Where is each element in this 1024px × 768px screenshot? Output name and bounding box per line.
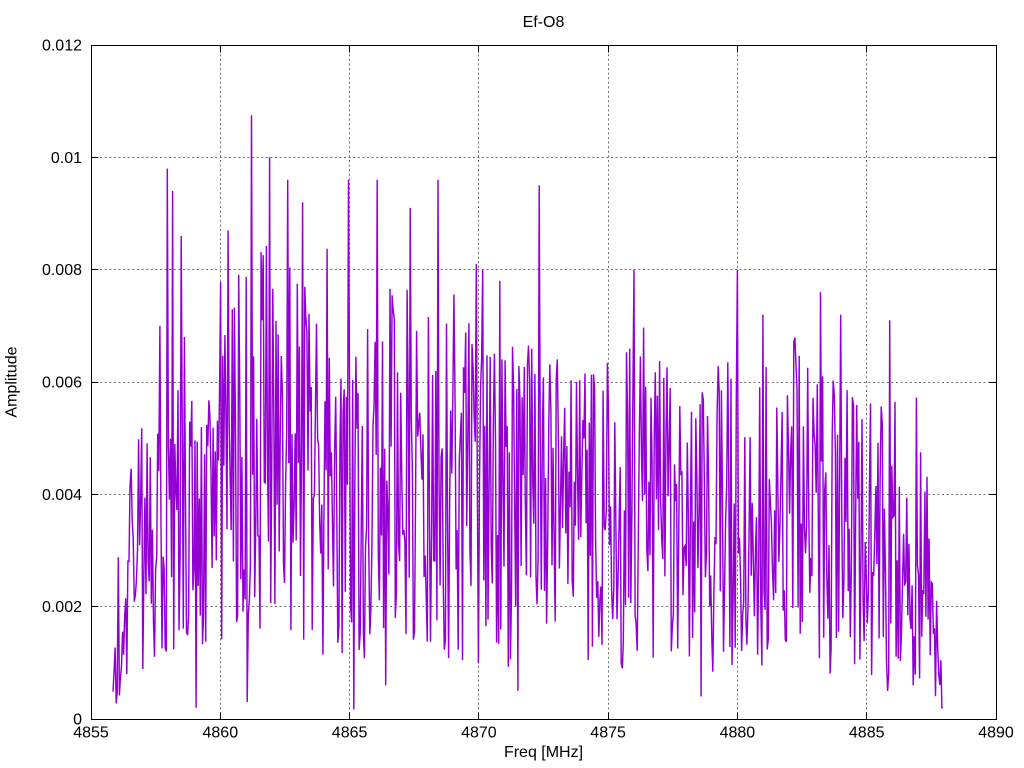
svg-text:4860: 4860 bbox=[203, 725, 239, 742]
svg-text:Freq [MHz]: Freq [MHz] bbox=[504, 744, 583, 761]
svg-text:0.008: 0.008 bbox=[42, 262, 82, 279]
svg-text:4885: 4885 bbox=[849, 725, 885, 742]
svg-text:Ef-O8: Ef-O8 bbox=[523, 14, 565, 31]
svg-text:4880: 4880 bbox=[720, 725, 756, 742]
svg-text:4890: 4890 bbox=[978, 725, 1014, 742]
svg-text:0.004: 0.004 bbox=[42, 487, 82, 504]
svg-text:0.01: 0.01 bbox=[51, 150, 82, 167]
svg-text:Amplitude: Amplitude bbox=[4, 346, 21, 417]
svg-text:4870: 4870 bbox=[461, 725, 497, 742]
svg-text:0.002: 0.002 bbox=[42, 599, 82, 616]
svg-text:4855: 4855 bbox=[73, 725, 109, 742]
svg-text:0.012: 0.012 bbox=[42, 38, 82, 55]
svg-text:0: 0 bbox=[73, 712, 82, 729]
svg-text:4865: 4865 bbox=[332, 725, 368, 742]
svg-text:0.006: 0.006 bbox=[42, 375, 82, 392]
svg-text:4875: 4875 bbox=[590, 725, 626, 742]
